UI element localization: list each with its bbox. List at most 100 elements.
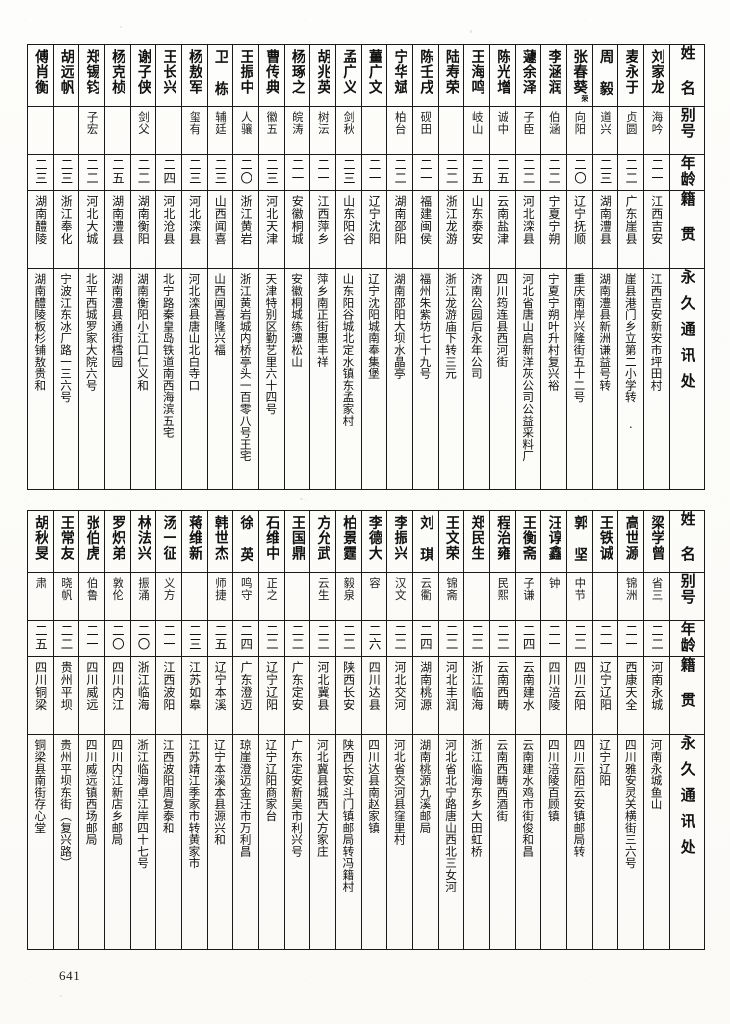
roster-header-native: 籍 贯 [669, 656, 705, 735]
roster-cell-age-text: 二三 [598, 158, 612, 185]
roster-cell-name-text: 傅肖衡 [32, 49, 48, 95]
roster-cell-age: 二二 [78, 154, 106, 191]
roster-cell-age-text: 二一 [290, 158, 304, 185]
roster-cell-name-text: 王铁诚 [597, 515, 613, 561]
roster-cell-address: 四川云阳云安镇邮局转 [566, 734, 593, 950]
roster-cell-alias: 岐山 [463, 106, 491, 155]
roster-cell-name: 李振兴 [386, 510, 414, 573]
roster-cell-age-text: 二一 [367, 158, 381, 185]
roster-cell-native-text: 四川达县 [367, 661, 381, 711]
roster-cell-age-text: 二一 [418, 158, 432, 185]
roster-cell-address-text: 重庆南岸兴隆街五十二号 [573, 273, 586, 403]
roster-cell-age-text: 二一 [624, 624, 638, 651]
roster-cell-native: 湖南桃源 [412, 656, 439, 735]
roster-cell-native-text: 浙江黄岩 [239, 195, 252, 245]
roster-cell-address: 浙江黄岩城内桥亭头一百零八号王宅 [232, 268, 260, 490]
roster-cell-alias: 子谦 [514, 572, 542, 621]
roster-cell-name: 罗炽弟 [104, 510, 131, 573]
roster-header-address: 永久通讯处 [669, 268, 705, 490]
roster-cell-address-text: 济南公园后永年公司 [470, 273, 483, 380]
roster-cell-native: 广东崖县 [617, 190, 645, 269]
roster-cell-alias-text: 钟 [547, 577, 560, 589]
roster-cell-native-text: 四川铜梁 [34, 661, 47, 711]
roster-cell-native: 江西波阳 [155, 656, 183, 735]
roster-cell-native: 湖南澧县 [591, 190, 619, 269]
roster-cell-address-text: 福州朱紫坊七十九号 [419, 273, 432, 380]
roster-cell-name-text: 刘家龙 [649, 49, 665, 95]
roster-cell-native: 陕西长安 [335, 656, 362, 735]
roster-cell-age: 二一 [309, 154, 337, 191]
roster-cell-name: 刘家龙 [643, 44, 670, 107]
roster-cell-native: 山西闻喜 [206, 190, 234, 269]
scan-speck [60, 995, 62, 997]
roster-cell-address-text: 四川威远镇西场邮局 [85, 739, 98, 846]
roster-cell-name: 薑广文 [360, 44, 388, 107]
roster-cell-alias [27, 106, 54, 155]
roster-cell-native-text: 湖南澧县 [598, 195, 612, 245]
roster-cell-alias: 锦斋 [437, 572, 465, 621]
roster-cell-name: 汤一征 [155, 510, 183, 573]
roster-cell-native-text: 云南西畴 [496, 661, 509, 711]
roster-cell-native: 河北滦县 [181, 190, 208, 269]
roster-cell-alias: 义方 [155, 572, 183, 621]
roster-cell-address-text: 宁夏宁朔叶升村复兴裕 [547, 273, 560, 391]
roster-cell-age: 二三 [52, 154, 80, 191]
roster-cell-name: 陆寿荣 [437, 44, 465, 107]
roster-cell-alias [591, 572, 619, 621]
roster-cell-native-text: 四川涪陵 [547, 661, 560, 711]
roster-cell-name-text: 王海鸣 [469, 49, 485, 95]
roster-cell-age-text: 二三 [341, 158, 355, 185]
roster-cell-name: 王国鼎 [283, 510, 311, 573]
roster-cell-name: 杨克桢 [104, 44, 131, 107]
roster-cell-address-text: 山东阳谷城北定水镇东孟家村 [342, 273, 355, 427]
roster-cell-native-text: 福建闽侯 [419, 195, 432, 245]
roster-cell-name: 胡兆英 [309, 44, 337, 107]
roster-row-name: 胡秋旻 王常友 张伯虎 罗炽弟 林法兴 汤一征 蒋维新 韩世杰徐 英石维中 王国鼎 方允武 柏景霆李… [27, 510, 705, 573]
roster-cell-alias-text: 伯涵 [547, 111, 560, 135]
roster-cell-age: 二六 [360, 620, 388, 657]
roster-cell-name-text: 高世源 [623, 515, 639, 561]
roster-cell-name: 高世源 [617, 510, 645, 573]
roster-cell-name: 梁学曾 [643, 510, 670, 573]
roster-cell-alias-text: 树沄 [316, 111, 329, 135]
roster-cell-alias: 伯鲁 [78, 572, 106, 621]
scan-speck [470, 30, 472, 33]
roster-cell-age-text: 二五 [110, 158, 124, 185]
roster-cell-address: 江西吉安新安市坪田村 [643, 268, 670, 490]
roster-cell-alias-text: 子臣 [522, 111, 535, 135]
roster-cell-native: 四川云阳 [566, 656, 593, 735]
roster-row-age: 二五 二二 二一 二〇 二〇 二一 二三 二五 二四 二二 二二 二二 二二 二六 二二 二四 二二 二二 二二 二四… [27, 620, 705, 657]
roster-cell-native-text: 湖南醴陵 [34, 195, 47, 245]
roster-cell-name-text: 胡秋旻 [32, 515, 48, 561]
roster-cell-name-text: 郑锡钧 [84, 49, 100, 95]
roster-cell-address-text: 河北滦县唐山北白寺口 [188, 273, 201, 391]
roster-cell-alias-text: 剑父 [137, 111, 149, 135]
roster-cell-age-text: 二二 [572, 624, 586, 651]
roster-table-top: 傅肖衡 胡远帆 郑锡钧 杨克桢 谢子侠 王长兴 杨敖军卫 栋王振中 曹传典 杨琢之 胡兆英 孟广义薑… [27, 44, 705, 490]
roster-cell-alias: 师捷 [206, 572, 234, 621]
roster-cell-age-text: 二四 [418, 624, 432, 651]
roster-row-alias: 肃 晓帆 伯鲁 敦伦 振涌 义方 师捷 鸣守 正之 云生 毅泉 容汉文 云衢 锦斋 民熙 子谦钟 中节 锦洲 省三别… [27, 572, 705, 621]
roster-cell-alias: 肃 [27, 572, 54, 621]
roster-table: 胡秋旻 王常友 张伯虎 罗炽弟 林法兴 汤一征 蒋维新 韩世杰徐 英石维中 王国鼎 方允武 柏景霆李… [27, 510, 705, 950]
roster-cell-native-text: 河北沧县 [162, 195, 175, 245]
roster-cell-address: 辽宁本溪本县源兴和 [206, 734, 234, 950]
roster-cell-name-text: 陈壬戌 [417, 49, 433, 95]
roster-cell-name-text: 陆寿荣 [443, 49, 459, 95]
roster-cell-address: 江西波阳周复泰和 [155, 734, 183, 950]
roster-cell-address: 宁夏宁朔叶升村复兴裕 [540, 268, 568, 490]
roster-cell-age: 二一 [591, 620, 619, 657]
roster-cell-name: 郑民生 [463, 510, 491, 573]
roster-cell-alias-text: 海吟 [650, 111, 663, 135]
roster-cell-address-text: 陕西长安斗门镇邮局转冯籍村 [342, 739, 355, 893]
roster-cell-address: 四川威远镇西场邮局 [78, 734, 106, 950]
roster-cell-native: 河北大城 [78, 190, 106, 269]
roster-cell-alias: 辅廷 [206, 106, 234, 155]
roster-cell-address-text: 北平西城罗家大院六号 [85, 273, 98, 391]
roster-cell-native-text: 山东泰安 [470, 195, 483, 245]
roster-cell-age: 二二 [309, 620, 337, 657]
roster-cell-name-text: 周 毅 [597, 49, 613, 97]
roster-cell-native-text: 山东阳谷 [342, 195, 355, 245]
roster-cell-age-text: 二二 [650, 624, 664, 651]
roster-cell-address: 四川雅安灵关横街三六号 [617, 734, 645, 950]
